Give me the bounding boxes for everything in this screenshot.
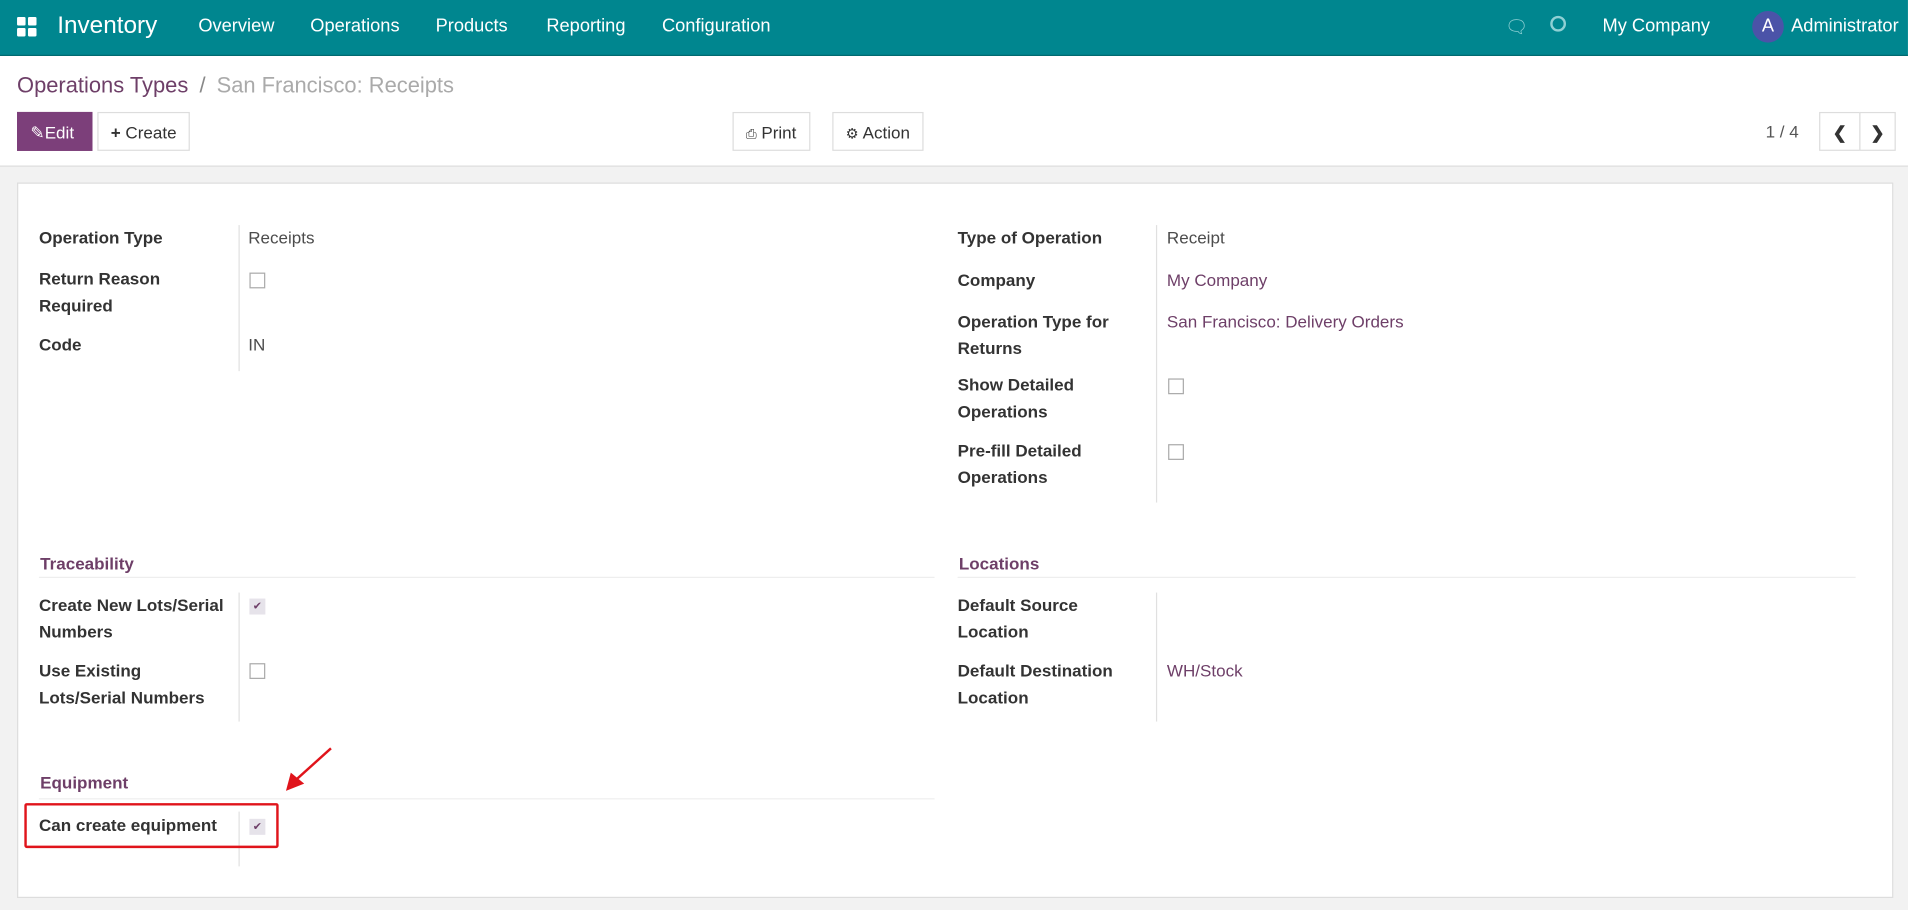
action-button[interactable]: ⚙ Action — [832, 111, 924, 151]
label-return-reason: Return Reason Required — [38, 268, 161, 316]
menu-reporting[interactable]: Reporting — [546, 15, 626, 37]
can-create-equipment-checkbox[interactable]: ✔ — [249, 818, 266, 835]
label-company: Company — [957, 270, 1036, 290]
divider — [238, 225, 240, 372]
return-type-link[interactable]: San Francisco: Delivery Orders — [1166, 311, 1404, 331]
value-code: IN — [248, 334, 266, 355]
menu-operations[interactable]: Operations — [310, 15, 400, 37]
pager-previous-button[interactable]: ❮ — [1819, 111, 1861, 151]
chevron-left-icon: ❮ — [1832, 122, 1847, 143]
show-detailed-checkbox[interactable] — [1168, 378, 1184, 395]
user-menu[interactable]: Administrator — [1791, 15, 1899, 37]
label-default-source: Default Source Location — [957, 595, 1078, 642]
label-create-lots: Create New Lots/Serial Numbers — [38, 595, 224, 642]
use-existing-lots-checkbox[interactable] — [249, 663, 266, 679]
print-icon: ⎙ — [745, 127, 757, 143]
label-can-create-equipment: Can create equipment — [38, 815, 217, 835]
chat-icon[interactable]: 🗨 — [1505, 17, 1529, 38]
section-locations: Locations — [958, 553, 1040, 574]
label-show-detailed: Show Detailed Operations — [957, 374, 1075, 422]
gear-icon: ⚙ — [845, 125, 859, 143]
highlight-box — [24, 803, 279, 849]
label-code: Code — [38, 334, 82, 355]
breadcrumb-separator: / — [199, 73, 206, 98]
divider — [238, 811, 240, 867]
label-default-destination: Default Destination Location — [957, 660, 1113, 707]
return-reason-checkbox[interactable] — [249, 272, 266, 289]
app-title[interactable]: Inventory — [57, 12, 158, 39]
divider — [1155, 225, 1158, 503]
avatar[interactable]: A — [1752, 10, 1784, 43]
label-operation-type: Operation Type — [38, 227, 163, 248]
section-traceability: Traceability — [40, 553, 134, 574]
plus-icon: + — [110, 122, 121, 143]
menu-products[interactable]: Products — [435, 15, 508, 37]
menu-overview[interactable]: Overview — [198, 15, 275, 37]
section-line — [957, 576, 1856, 578]
pager-value[interactable]: 1 / 4 — [1765, 121, 1799, 142]
value-type-of-operation: Receipt — [1166, 227, 1225, 248]
label-use-existing-lots: Use Existing Lots/Serial Numbers — [38, 660, 205, 707]
chevron-right-icon: ❯ — [1870, 122, 1885, 143]
clock-icon[interactable] — [1550, 15, 1567, 32]
divider — [238, 592, 240, 722]
menu-configuration[interactable]: Configuration — [661, 15, 771, 37]
company-link[interactable]: My Company — [1166, 270, 1268, 290]
edit-button[interactable]: ✎Edit — [17, 111, 93, 151]
pager-next-button[interactable]: ❯ — [1859, 111, 1896, 151]
create-lots-checkbox[interactable]: ✔ — [249, 598, 266, 615]
apps-grid-icon[interactable] — [17, 17, 37, 37]
breadcrumb-current: San Francisco: Receipts — [216, 73, 454, 98]
value-operation-type: Receipts — [248, 227, 315, 248]
section-equipment: Equipment — [40, 772, 129, 793]
annotation-arrow — [285, 747, 332, 791]
section-line — [38, 798, 935, 800]
company-switcher[interactable]: My Company — [1602, 15, 1711, 37]
label-type-of-operation: Type of Operation — [957, 227, 1103, 248]
top-navbar: Inventory Overview Operations Products R… — [0, 0, 1908, 56]
form-sheet — [17, 182, 1894, 898]
default-destination-link[interactable]: WH/Stock — [1166, 660, 1243, 681]
breadcrumb-parent[interactable]: Operations Types — [17, 73, 189, 98]
label-prefill-detailed: Pre-fill Detailed Operations — [957, 440, 1082, 487]
section-line — [38, 576, 935, 578]
prefill-detailed-checkbox[interactable] — [1168, 444, 1184, 460]
pencil-icon: ✎ — [30, 122, 45, 143]
divider — [1155, 592, 1158, 722]
print-button[interactable]: ⎙ Print — [732, 111, 810, 151]
create-button[interactable]: + Create — [97, 111, 190, 151]
label-return-type: Operation Type for Returns — [957, 311, 1109, 358]
